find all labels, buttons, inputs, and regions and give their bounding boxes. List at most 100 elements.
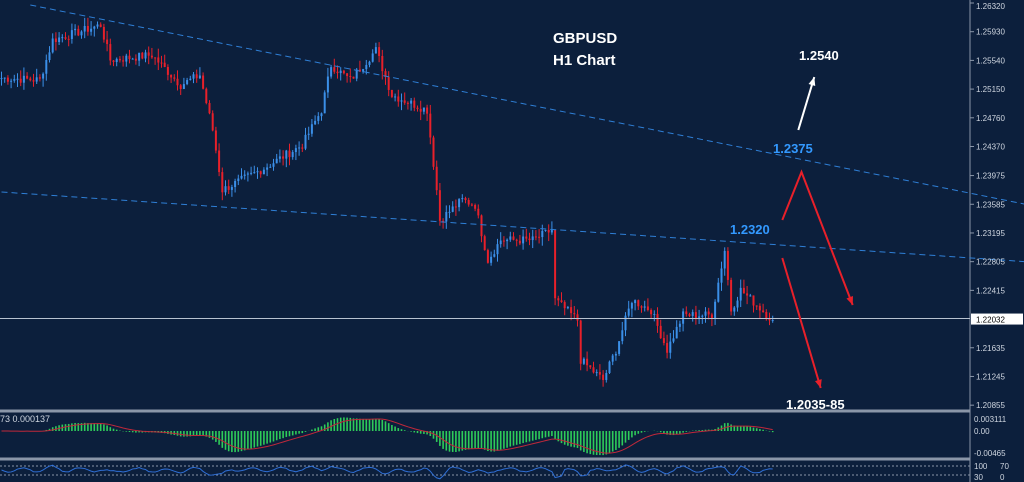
candle-body [429,113,432,138]
candle-body [765,311,768,319]
osc-tick-label: 100 [974,462,988,471]
candle-body [730,279,733,312]
candle-body [426,107,429,114]
indicator-tick-label: 0.00 [974,427,990,436]
candle-body [707,311,710,315]
candle-body [314,120,317,125]
candle-body [77,28,80,36]
candle-body [630,303,633,309]
candle-body [336,71,339,74]
candle-body [470,204,473,206]
candle-body [387,77,390,90]
candle-body [566,307,569,309]
candle-body [595,372,598,374]
candle-body [538,236,541,238]
candle-body [490,256,493,263]
candle-body [163,62,166,67]
candle-body [83,25,86,32]
candle-body [32,80,35,82]
candle-body [42,73,45,79]
candle-body [237,178,240,181]
candle-body [355,69,358,79]
candle-body [198,75,201,79]
candle-body [138,52,141,61]
candle-body [384,71,387,78]
y-tick-label: 1.25150 [976,85,1005,94]
candle-body [134,58,137,61]
candle-body [570,307,573,314]
candle-body [58,37,61,43]
candle-body [166,66,169,75]
candle-body [330,67,333,77]
candle-body [694,312,697,318]
candle-body [310,124,313,134]
candle-body [579,320,582,364]
y-tick-label: 1.20855 [976,401,1005,410]
candle-body [208,103,211,114]
candle-body [496,244,499,255]
candle-body [29,78,32,81]
candle-body [653,313,656,315]
candle-body [307,133,310,135]
osc-tick-label: 70 [1000,462,1009,471]
y-tick-label: 1.22415 [976,286,1005,295]
y-tick-label: 1.21245 [976,372,1005,381]
y-tick-label: 1.23195 [976,229,1005,238]
candle-body [390,89,393,97]
trendline-1 [30,4,1024,205]
candle-body [51,38,54,53]
candle-body [435,166,438,191]
candle-body [560,300,563,303]
candle-body [723,250,726,269]
candle-body [509,236,512,240]
candle-body [467,200,470,205]
candle-body [176,78,179,86]
candle-body [0,78,3,80]
candle-body [374,47,377,54]
candle-body [528,238,531,241]
candle-body [720,268,723,283]
candle-body [518,240,521,244]
candle-body [179,85,182,89]
candle-body [739,287,742,301]
candle-body [326,76,329,93]
candle-body [154,57,157,59]
candle-body [675,326,678,339]
candle-body [704,311,707,316]
candle-body [317,116,320,121]
candle-body [669,341,672,353]
macd-panel [1,417,774,456]
indicator-label: 73 0.000137 [0,414,51,424]
candle-body [493,254,496,257]
candle-body [678,323,681,327]
candle-body [6,77,9,82]
candle-body [352,76,355,79]
candle-body [243,174,246,176]
candle-body [592,367,595,373]
candle-body [534,236,537,238]
candle-body [227,186,230,190]
candle-body [291,152,294,158]
candle-body [659,325,662,339]
candle-body [323,92,326,114]
candle-body [150,55,153,58]
candle-body [410,100,413,104]
candle-body [515,239,518,241]
resistance-label-1: 1.2375 [773,141,813,156]
candle-body [246,173,249,175]
candle-body [710,314,713,319]
candle-body [333,67,336,72]
candle-body [38,77,41,79]
candle-body [736,300,739,308]
resistance-label-2: 1.2320 [730,222,770,237]
candle-body [262,169,265,175]
candle-body [726,250,729,280]
candle-body [102,26,105,40]
indicator-tick-label: 0.003111 [974,415,1007,424]
candle-body [3,77,6,79]
candle-body [458,199,461,208]
candle-body [19,78,22,83]
target-label-1: 1.2540 [799,48,839,63]
osc-tick-label: 30 [974,473,983,482]
